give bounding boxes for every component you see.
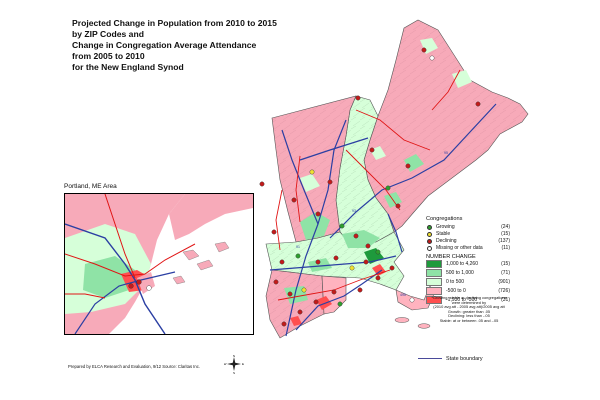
note-line: *Growing, stable or declining congregati… bbox=[431, 295, 507, 300]
state-boundary-legend: State boundary bbox=[418, 356, 518, 362]
legend-label: Growing bbox=[436, 223, 455, 230]
island-nantucket bbox=[417, 323, 431, 329]
number-change-header: NUMBER CHANGE bbox=[426, 253, 476, 260]
compass-rose-icon: N S E W bbox=[224, 354, 244, 374]
title-line: Change in Congregation Average Attendanc… bbox=[72, 40, 257, 50]
legend-label: 500 to 1,000 bbox=[446, 270, 474, 277]
legend-congregation-growing: Growing (24) bbox=[426, 224, 510, 231]
svg-text:495: 495 bbox=[400, 293, 406, 297]
color-swatch bbox=[426, 278, 442, 287]
title-line: Projected Change in Population from 2010… bbox=[72, 18, 277, 28]
legend-count: (31) bbox=[501, 297, 510, 304]
legend-class-500-1000: 500 to 1,000 (71) bbox=[426, 269, 510, 278]
inset-label: Portland, ME Area bbox=[64, 183, 117, 190]
legend-label: 1,000 to 4,260 bbox=[446, 261, 478, 268]
color-swatch bbox=[426, 287, 442, 296]
missing-dot-icon bbox=[427, 245, 432, 251]
island-marthas-vineyard bbox=[394, 317, 410, 323]
growing-dot-icon bbox=[427, 224, 432, 230]
legend-count: (15) bbox=[501, 230, 510, 237]
svg-text:95: 95 bbox=[444, 151, 448, 155]
compass-w: W bbox=[224, 362, 227, 366]
congregation-markers bbox=[259, 47, 481, 327]
svg-text:93: 93 bbox=[352, 209, 356, 213]
legend-count: (137) bbox=[498, 237, 510, 244]
stable-dot-icon bbox=[427, 231, 432, 237]
title-line: for the New England Synod bbox=[72, 62, 184, 72]
map-legend: Congregations Growing (24) Stable (15) D… bbox=[426, 216, 510, 305]
legend-count: (15) bbox=[501, 261, 510, 268]
interstate-roads bbox=[269, 103, 497, 337]
map-title: Projected Change in Population from 2010… bbox=[72, 18, 332, 73]
legend-label: -1,930 to -500 bbox=[446, 297, 478, 304]
note-line: (2010 avg att - 2005 avg att)/2005 avg a… bbox=[433, 304, 505, 310]
compass-e: E bbox=[242, 362, 244, 366]
rhode-island-region bbox=[321, 275, 347, 315]
compass-s: S bbox=[233, 371, 235, 374]
portland-inset-map bbox=[64, 193, 254, 335]
note-line: Declining: less than -.05 bbox=[448, 313, 490, 319]
note-line: Stable: at or between .05 and -.05 bbox=[439, 317, 499, 323]
state-boundary-line-icon bbox=[418, 358, 442, 360]
note-line: Growth: greater than .05 bbox=[447, 308, 491, 314]
legend-congregation-declining: Declining (137) bbox=[426, 238, 510, 245]
title-line: from 2005 to 2010 bbox=[72, 51, 145, 61]
color-swatch bbox=[426, 260, 442, 269]
legend-label: Stable bbox=[436, 230, 451, 237]
legend-count: (726) bbox=[498, 288, 510, 295]
title-line: by ZIP Codes and bbox=[72, 29, 144, 39]
legend-congregation-stable: Stable (15) bbox=[426, 231, 510, 238]
legend-label: -500 to 0 bbox=[446, 288, 466, 295]
legend-count: (901) bbox=[498, 279, 510, 286]
methodology-notes: *Growing, stable or declining congregati… bbox=[424, 295, 514, 324]
legend-label: Declining bbox=[436, 237, 457, 244]
legend-class-neg500-0: -500 to 0 (726) bbox=[426, 287, 510, 296]
legend-congregation-missing: Missing or other data (11) bbox=[426, 245, 510, 252]
legend-label: 0 to 500 bbox=[446, 279, 465, 286]
legend-class-0-500: 0 to 500 (901) bbox=[426, 278, 510, 287]
legend-class-1000-4260: 1,000 to 4,260 (15) bbox=[426, 260, 510, 269]
legend-count: (71) bbox=[501, 270, 510, 277]
color-swatch bbox=[426, 296, 442, 305]
credit-text: Prepared by ELCA Research and Evaluation… bbox=[68, 364, 200, 369]
legend-label: Missing or other data bbox=[436, 244, 483, 251]
svg-text:91: 91 bbox=[296, 245, 300, 249]
note-line: were determined by bbox=[451, 299, 487, 305]
congregations-header: Congregations bbox=[426, 216, 463, 222]
inset-svg bbox=[65, 194, 253, 334]
legend-count: (24) bbox=[501, 223, 510, 230]
legend-class-neg1930-neg500: -1,930 to -500 (31) bbox=[426, 296, 510, 305]
color-swatch bbox=[426, 269, 442, 278]
state-boundary-label: State boundary bbox=[446, 356, 483, 362]
legend-count: (11) bbox=[501, 244, 510, 251]
compass-n: N bbox=[233, 354, 235, 358]
declining-dot-icon bbox=[427, 238, 432, 244]
